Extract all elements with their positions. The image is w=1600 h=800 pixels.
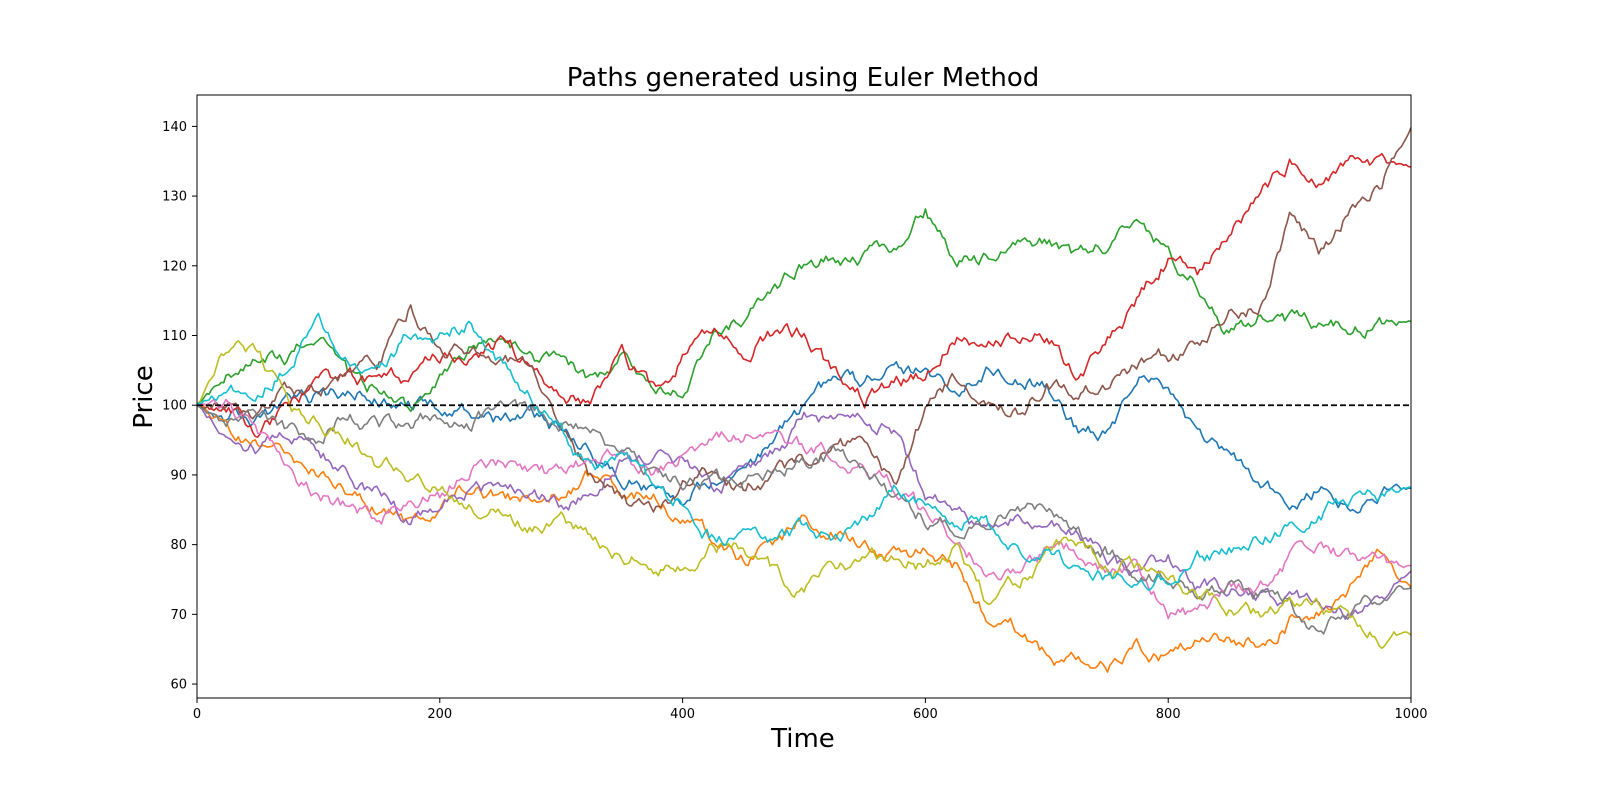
series-line-2: [196, 403, 1412, 673]
y-tick-label: 60: [170, 678, 187, 693]
x-tick-label: 800: [1156, 707, 1181, 722]
series-layer: [196, 127, 1412, 673]
x-tick-label: 1000: [1394, 707, 1427, 722]
x-tick-label: 600: [913, 707, 938, 722]
y-tick-label: 140: [162, 120, 187, 135]
series-line-4: [196, 152, 1412, 438]
series-line-5: [196, 404, 1412, 621]
series-line-7: [196, 398, 1412, 620]
x-axis-label: Time: [770, 724, 835, 754]
series-line-8: [196, 398, 1412, 635]
x-tick-label: 200: [427, 707, 452, 722]
y-tick-label: 130: [162, 190, 187, 205]
series-line-3: [196, 208, 1412, 413]
y-axis-label: Price: [129, 365, 159, 428]
y-tick-label: 80: [170, 538, 187, 553]
y-tick-label: 100: [162, 399, 187, 414]
y-tick-label: 90: [170, 468, 187, 483]
y-tick-label: 120: [162, 259, 187, 274]
plot-background: [197, 95, 1411, 698]
y-tick-label: 70: [170, 608, 187, 623]
x-axis: 0 200 400 600 800 1000: [193, 698, 1428, 722]
y-axis: 60 70 80 90 100 110 120 130 140: [162, 120, 197, 693]
x-tick-label: 0: [193, 707, 201, 722]
y-tick-label: 110: [162, 329, 187, 344]
chart-title: Paths generated using Euler Method: [567, 63, 1040, 93]
series-line-9: [196, 339, 1412, 650]
plot-area: [196, 94, 1412, 699]
x-tick-label: 400: [670, 707, 695, 722]
plot-frame: [196, 94, 1412, 699]
series-line-10: [196, 312, 1411, 592]
